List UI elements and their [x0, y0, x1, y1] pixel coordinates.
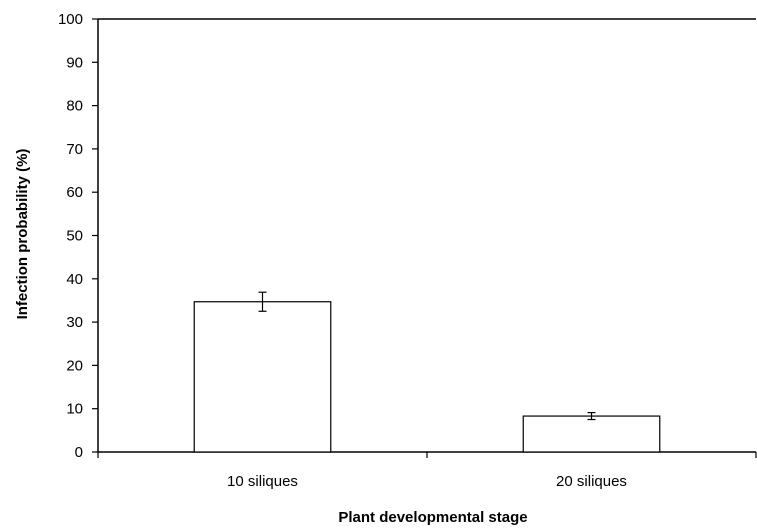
y-tick-label: 50: [66, 228, 83, 245]
y-tick-label: 20: [66, 357, 83, 374]
y-axis-ticks: 0 10 20 30 40 50 60 70 80 90 100: [58, 11, 98, 461]
x-tick-label: 20 siliques: [556, 473, 627, 490]
y-tick-label: 0: [75, 444, 83, 461]
y-tick-label: 100: [58, 11, 83, 28]
bars: [193, 301, 661, 453]
y-tick-label: 40: [66, 271, 83, 288]
y-tick-label: 90: [66, 54, 83, 71]
x-tick-label: 10 siliques: [227, 473, 298, 490]
y-tick-label: 10: [66, 401, 83, 418]
x-axis-title: Plant developmental stage: [338, 509, 527, 526]
error-bars: [258, 291, 596, 421]
bar-1: [193, 301, 332, 453]
y-tick-label: 80: [66, 98, 83, 115]
bar-2: [522, 415, 661, 453]
y-axis-title: Infection probability (%): [14, 149, 31, 320]
x-axis-ticks: 10 siliques 20 siliques: [97, 452, 757, 490]
y-tick-label: 30: [66, 314, 83, 331]
y-tick-label: 70: [66, 141, 83, 158]
y-tick-label: 60: [66, 184, 83, 201]
